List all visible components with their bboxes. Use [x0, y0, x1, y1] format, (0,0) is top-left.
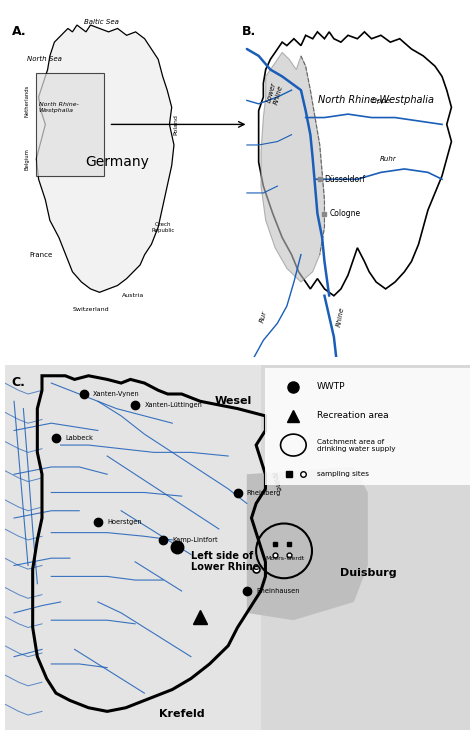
Text: Krefeld: Krefeld [159, 709, 204, 719]
Text: Lippe: Lippe [371, 98, 390, 104]
Text: Germany: Germany [86, 155, 150, 169]
Polygon shape [261, 52, 324, 282]
Text: Wesel: Wesel [214, 397, 251, 406]
Text: Rhine: Rhine [270, 471, 282, 492]
Text: North Sea: North Sea [27, 56, 62, 63]
Text: Xanten-Lüttingen: Xanten-Lüttingen [144, 402, 202, 408]
Text: Labbeck: Labbeck [65, 435, 93, 441]
Text: Austria: Austria [123, 293, 144, 298]
Text: Switzerland: Switzerland [72, 307, 109, 312]
Text: A.: A. [11, 25, 26, 38]
Text: Kamp-Lintfort: Kamp-Lintfort [172, 537, 218, 543]
Text: Rheinberg: Rheinberg [247, 489, 281, 495]
Text: WWTP: WWTP [317, 383, 345, 391]
Text: Catchment area of
drinking water supply: Catchment area of drinking water supply [317, 439, 395, 452]
Text: Rur: Rur [259, 310, 268, 323]
Polygon shape [258, 32, 451, 296]
Text: sampling sites: sampling sites [317, 471, 369, 478]
Text: Recreation area: Recreation area [317, 411, 388, 420]
Text: Cologne: Cologne [329, 209, 361, 218]
FancyBboxPatch shape [266, 368, 470, 485]
Polygon shape [37, 25, 174, 293]
Text: France: France [29, 251, 52, 258]
Text: Moers-Gerdt: Moers-Gerdt [266, 556, 304, 561]
Text: Belgium: Belgium [25, 147, 30, 170]
Text: Lower
Rhine: Lower Rhine [266, 82, 284, 105]
Text: Poland: Poland [174, 114, 179, 135]
Text: Ruhr: Ruhr [380, 156, 396, 162]
Text: Düsseldorf: Düsseldorf [324, 175, 366, 184]
Text: Czech
Republic: Czech Republic [151, 222, 174, 233]
FancyBboxPatch shape [5, 365, 470, 730]
Text: Left side of
Lower Rhine: Left side of Lower Rhine [191, 551, 259, 573]
Text: Netherlands: Netherlands [25, 84, 30, 116]
Text: Hoerstgen: Hoerstgen [107, 519, 142, 525]
Text: C.: C. [12, 376, 26, 388]
Text: North Rhine-Westphalia: North Rhine-Westphalia [318, 95, 434, 105]
Text: Rhine: Rhine [336, 306, 346, 326]
Text: North Rhine-
Westphalia: North Rhine- Westphalia [38, 102, 78, 113]
Text: Xanten-Vynen: Xanten-Vynen [93, 391, 140, 397]
Text: Baltic Sea: Baltic Sea [85, 19, 119, 25]
Text: Rheinhausen: Rheinhausen [256, 588, 300, 594]
FancyBboxPatch shape [5, 365, 261, 730]
Polygon shape [247, 467, 368, 621]
Text: B.: B. [242, 25, 256, 38]
FancyBboxPatch shape [37, 73, 104, 176]
Text: Duisburg: Duisburg [340, 567, 397, 578]
